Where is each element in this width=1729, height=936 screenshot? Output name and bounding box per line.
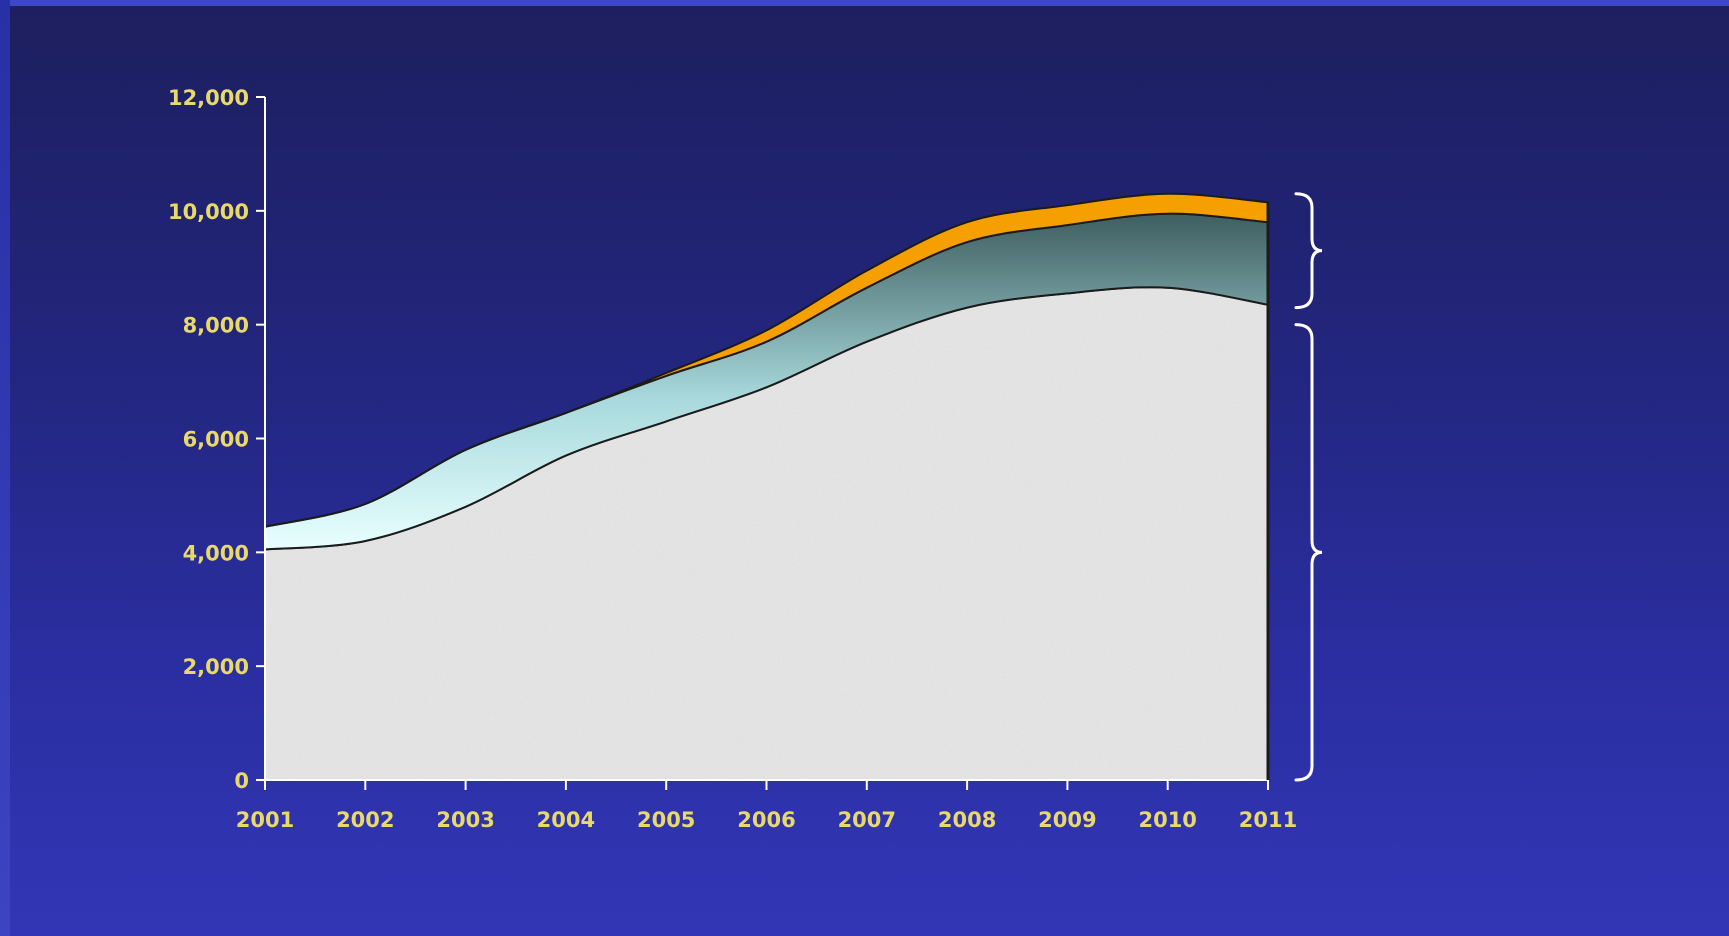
chart-axes: 0 2,000 4,000 6,000 8,000 10,000 12,000 2001 200…	[168, 86, 1297, 832]
slide-top-rule	[0, 0, 1729, 6]
brace-group	[1294, 192, 1323, 782]
x-tick-label: 2001	[236, 808, 294, 832]
y-tick-label: 12,000	[168, 86, 249, 110]
x-tick-label: 2007	[838, 808, 896, 832]
area-series-group	[264, 192, 1269, 781]
x-tick-label: 2010	[1138, 808, 1196, 832]
x-tick-label: 2006	[737, 808, 795, 832]
brace-upper	[1294, 192, 1323, 310]
y-tick-label: 2,000	[183, 655, 249, 679]
x-tick-label: 2009	[1038, 808, 1096, 832]
y-tick-label: 0	[234, 769, 249, 793]
y-tick-label: 8,000	[183, 314, 249, 338]
x-tick-label: 2002	[336, 808, 394, 832]
brace-lower	[1294, 323, 1323, 782]
y-tick-label: 4,000	[183, 541, 249, 565]
slide-left-rule	[0, 0, 10, 936]
y-tick-label: 10,000	[168, 200, 249, 224]
x-tick-label: 2004	[537, 808, 595, 832]
x-tick-label: 2005	[637, 808, 695, 832]
x-tick-label: 2003	[436, 808, 494, 832]
x-tick-label: 2008	[938, 808, 996, 832]
y-tick-label: 6,000	[183, 428, 249, 452]
x-tick-label: 2011	[1239, 808, 1297, 832]
